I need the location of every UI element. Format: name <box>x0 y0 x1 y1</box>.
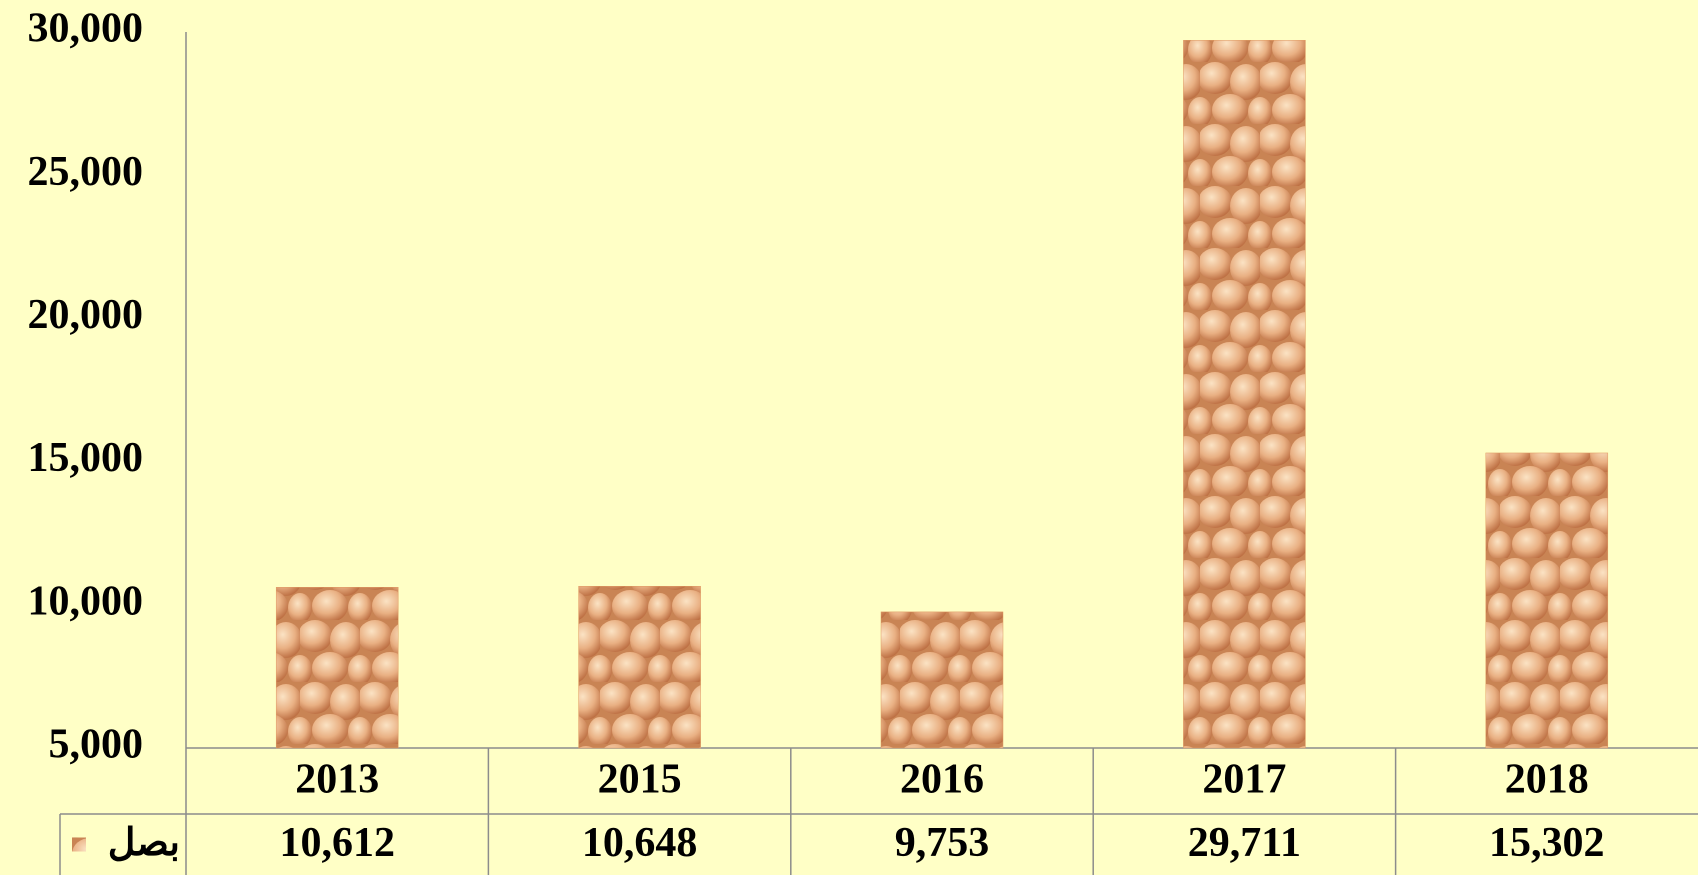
bar <box>275 587 399 749</box>
x-tick-label: 2018 <box>1505 757 1589 803</box>
y-tick-label: 30,000 <box>28 6 144 52</box>
legend-label: بصل <box>108 822 180 864</box>
x-tick-label: 2017 <box>1202 757 1286 803</box>
data-label: 9,753 <box>895 820 990 866</box>
bar <box>1485 452 1609 749</box>
y-tick-label: 15,000 <box>28 435 144 481</box>
y-tick-label: 25,000 <box>28 149 144 195</box>
data-label: 10,612 <box>279 820 395 866</box>
legend-key <box>72 837 86 852</box>
data-label: 29,711 <box>1188 820 1301 866</box>
x-tick-label: 2013 <box>295 757 379 803</box>
y-tick-label: 20,000 <box>28 292 144 338</box>
y-tick-label: 5,000 <box>49 722 144 768</box>
bar <box>1183 40 1306 749</box>
bar <box>880 611 1004 749</box>
data-label: 15,302 <box>1489 820 1605 866</box>
x-tick-label: 2015 <box>598 757 682 803</box>
y-tick-label: 10,000 <box>28 578 144 624</box>
x-tick-label: 2016 <box>900 757 984 803</box>
bar <box>578 585 701 749</box>
data-label: 10,648 <box>582 820 698 866</box>
